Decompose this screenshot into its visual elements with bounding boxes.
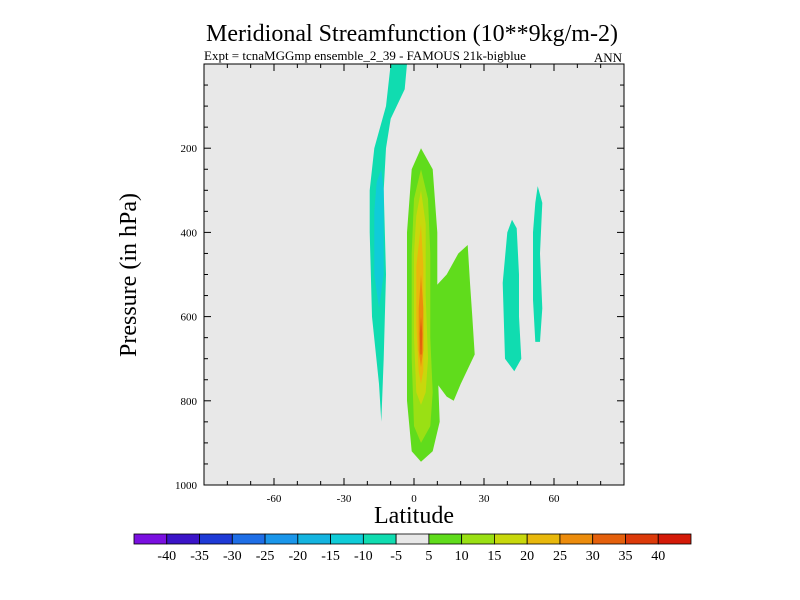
colorbar-swatch — [297, 533, 331, 545]
colorbar-swatch — [166, 533, 200, 545]
contour-upper-branch — [369, 64, 407, 422]
colorbar-label: -30 — [223, 549, 242, 564]
colorbar-label: 25 — [553, 549, 567, 564]
colorbar-label: 5 — [425, 549, 432, 564]
colorbar-swatch — [330, 533, 364, 545]
colorbar-swatch — [199, 533, 233, 545]
colorbar-labels: -40 -35 -30 -25 -20 -15 -10 -5 5 10 15 20 25 30 35 40 — [157, 549, 665, 564]
colorbar-swatch — [231, 533, 266, 545]
colorbar-label: 40 — [651, 549, 665, 564]
colorbar-swatch — [526, 533, 561, 545]
contour-regions — [369, 64, 543, 462]
colorbar-swatch — [625, 533, 659, 545]
colorbar-swatch — [264, 533, 299, 545]
y-tick-label: 200 — [181, 143, 198, 155]
colorbar-label: -25 — [256, 549, 275, 564]
y-tick-labels: 200 400 600 800 1000 — [175, 143, 198, 492]
y-tick-label: 1000 — [175, 480, 198, 492]
colorbar-label: -35 — [190, 549, 209, 564]
colorbar-label: -20 — [288, 549, 307, 564]
colorbar-label: 35 — [618, 549, 632, 564]
colorbar-label: -40 — [157, 549, 176, 564]
y-tick-label: 400 — [181, 227, 198, 239]
colorbar-swatch — [395, 533, 430, 545]
y-tick-label: 600 — [181, 312, 198, 324]
colorbar-label: 10 — [455, 549, 469, 564]
contour-right-patch-1 — [502, 219, 522, 372]
colorbar-swatch — [362, 533, 397, 545]
axis-ticks — [204, 64, 624, 485]
colorbar-label: 20 — [520, 549, 534, 564]
y-axis-label: Pressure (in hPa) — [116, 193, 142, 357]
colorbar-swatch — [428, 533, 463, 545]
colorbar-label: 15 — [487, 549, 501, 564]
colorbar-label: 30 — [586, 549, 600, 564]
chart-title: Meridional Streamfunction (10**9kg/m-2) — [206, 21, 618, 47]
colorbar-label: -5 — [390, 549, 402, 564]
contour-inner-neg-core — [374, 169, 384, 309]
colorbar-swatch — [592, 533, 626, 545]
colorbar-swatch — [559, 533, 594, 545]
colorbar-swatch — [657, 533, 692, 545]
colorbar-label: -10 — [354, 549, 373, 564]
x-axis-label: Latitude — [374, 503, 454, 529]
contour-cell-35 — [419, 316, 423, 355]
colorbar-swatch — [133, 533, 168, 545]
x-tick-label: -60 — [267, 493, 282, 505]
season-label: ANN — [594, 50, 623, 65]
colorbar-swatch — [461, 533, 495, 545]
x-tick-label: 30 — [479, 493, 491, 505]
y-tick-label: 800 — [181, 396, 198, 408]
contour-lobe-10 — [435, 245, 475, 401]
colorbar-swatch — [494, 533, 528, 545]
contour-right-patch-2 — [533, 186, 543, 342]
x-tick-labels: -60 -30 0 30 60 — [267, 493, 560, 505]
x-tick-label: 0 — [411, 493, 417, 505]
colorbar — [133, 533, 692, 545]
colorbar-label: -15 — [321, 549, 340, 564]
x-tick-label: -30 — [337, 493, 352, 505]
x-tick-label: 60 — [549, 493, 561, 505]
chart-subtitle: Expt = tcnaMGGmp ensemble_2_39 - FAMOUS … — [204, 48, 526, 63]
